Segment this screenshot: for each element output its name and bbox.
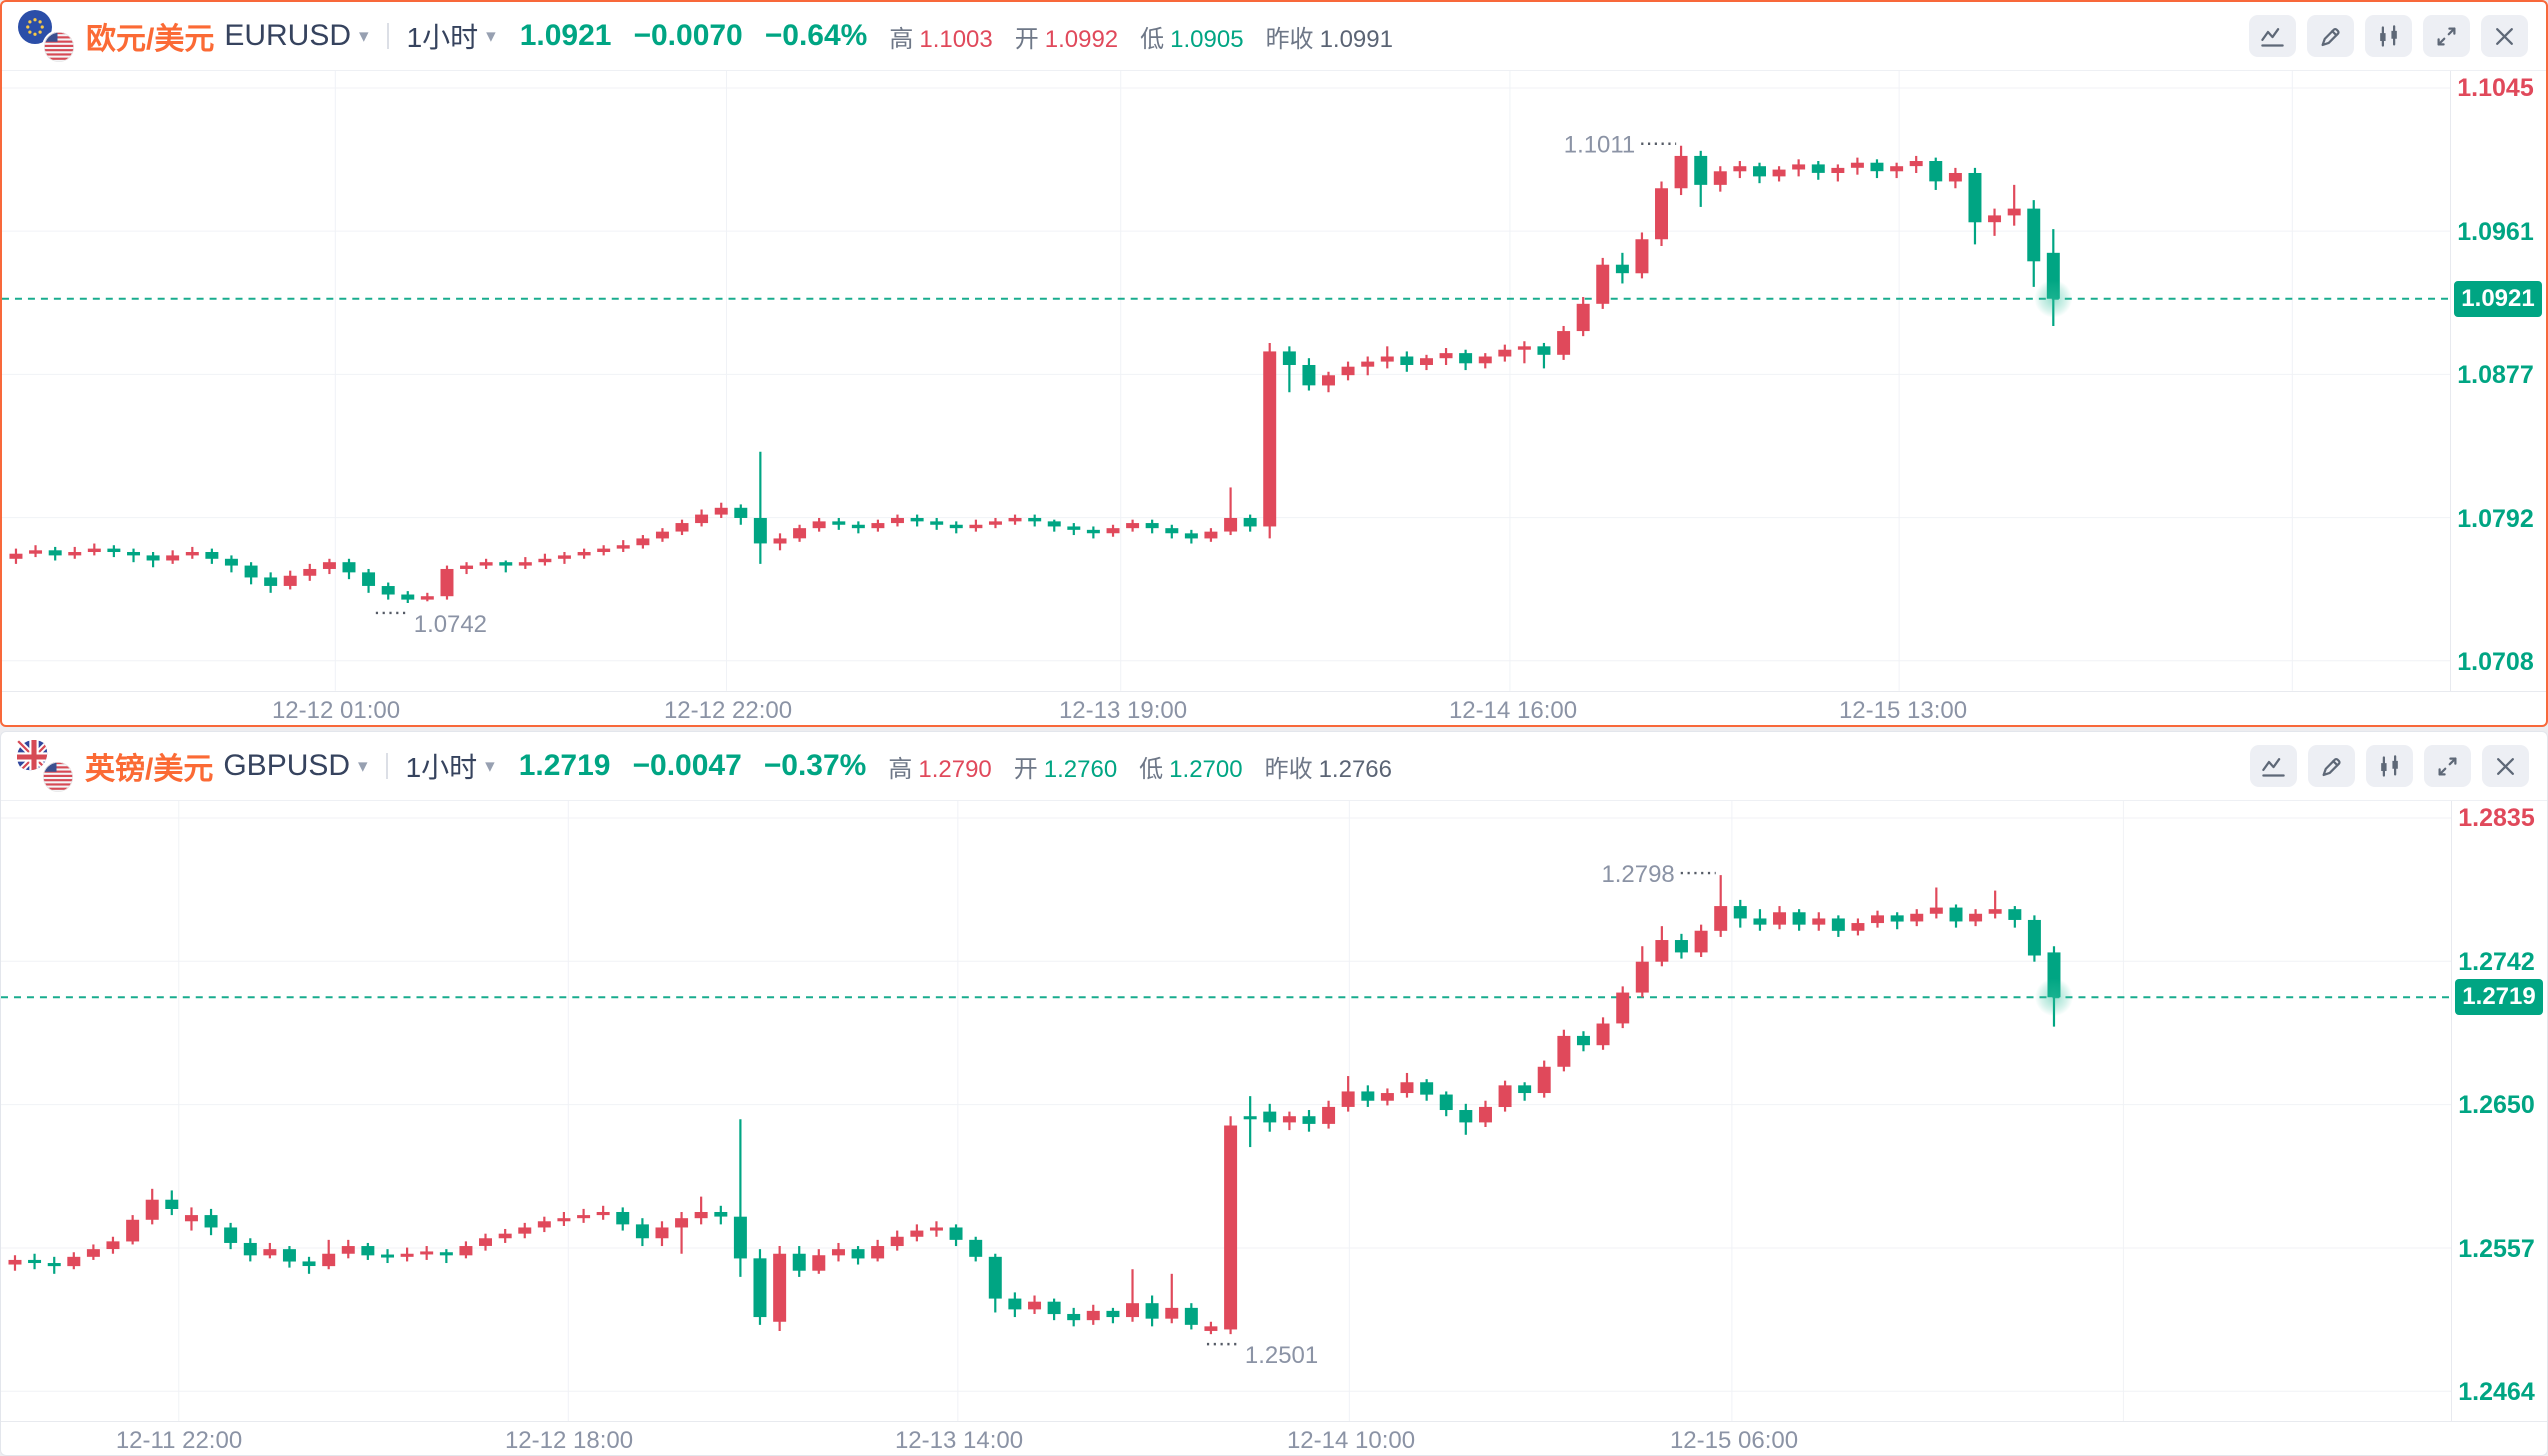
price-axis-label: 1.0877 bbox=[2457, 361, 2534, 389]
price-change: −0.0070 bbox=[633, 19, 743, 52]
candlestick-style-button[interactable] bbox=[2365, 15, 2412, 57]
time-axis-label: 12-11 22:00 bbox=[115, 1427, 243, 1455]
price-change: −0.0047 bbox=[632, 749, 742, 782]
time-axis-label: 12-14 16:00 bbox=[1448, 696, 1578, 724]
time-axis-label: 12-14 10:00 bbox=[1286, 1427, 1416, 1455]
last-price: 1.0921 bbox=[519, 19, 612, 52]
stat-open: 开 1.2760 bbox=[1013, 755, 1118, 783]
time-axis-label: 12-12 22:00 bbox=[663, 696, 793, 724]
instrument-name-cn: 英镑/美元 bbox=[85, 753, 214, 786]
stat-low: 低 1.0905 bbox=[1140, 25, 1244, 53]
header-divider bbox=[386, 23, 389, 49]
chevron-down-icon: ▾ bbox=[358, 755, 368, 777]
time-axis[interactable]: 12-12 01:00 12-12 22:00 12-13 19:00 12-14 1… bbox=[2, 690, 2546, 726]
time-axis-label: 12-13 14:00 bbox=[894, 1427, 1024, 1455]
price-axis-label: 1.0961 bbox=[2457, 217, 2534, 246]
panel-header: 英镑/美元 GBPUSD ▾ 1小时 ▾ 1.2719 −0.0047 −0.3… bbox=[1, 732, 2547, 800]
indicator-button[interactable] bbox=[2250, 745, 2297, 787]
instrument-name-cn: 欧元/美元 bbox=[86, 23, 215, 56]
chevron-down-icon: ▾ bbox=[486, 25, 496, 47]
chevron-down-icon: ▾ bbox=[485, 755, 495, 777]
instrument-flags-icon bbox=[18, 9, 76, 63]
stat-prev-close: 昨收 1.0991 bbox=[1265, 25, 1393, 53]
time-axis-label: 12-12 01:00 bbox=[271, 696, 401, 724]
timeframe-selector[interactable]: 1小时 bbox=[405, 752, 478, 783]
price-axis-label: 1.2742 bbox=[2458, 947, 2535, 976]
stat-prev-close: 昨收 1.2766 bbox=[1264, 755, 1392, 783]
svg-text:1.2798: 1.2798 bbox=[1601, 861, 1674, 888]
candlestick-style-button[interactable] bbox=[2366, 745, 2413, 787]
current-price-badge: 1.0921 bbox=[2454, 281, 2542, 317]
chart-panel-gbpusd: 英镑/美元 GBPUSD ▾ 1小时 ▾ 1.2719 −0.0047 −0.3… bbox=[0, 731, 2548, 1456]
price-change-pct: −0.37% bbox=[763, 749, 867, 782]
current-price-badge: 1.2719 bbox=[2455, 979, 2543, 1015]
candlestick-plot[interactable]: 1.1011 1.0742 bbox=[2, 71, 2450, 691]
panel-toolbar bbox=[2249, 15, 2528, 57]
time-axis-label: 12-15 06:00 bbox=[1669, 1427, 1799, 1455]
fullscreen-button[interactable] bbox=[2424, 745, 2471, 787]
stat-low: 低 1.2700 bbox=[1139, 755, 1243, 783]
us-flag-icon bbox=[43, 762, 73, 792]
close-button[interactable] bbox=[2482, 745, 2529, 787]
svg-text:1.2501: 1.2501 bbox=[1245, 1342, 1318, 1369]
stat-open: 开 1.0992 bbox=[1014, 25, 1119, 53]
price-axis-label: 1.2835 bbox=[2458, 804, 2535, 832]
svg-text:1.1011: 1.1011 bbox=[1564, 132, 1635, 159]
candlestick-plot[interactable]: 1.2798 1.2501 bbox=[1, 801, 2451, 1422]
price-axis-label: 1.1045 bbox=[2457, 74, 2534, 102]
time-axis-label: 12-12 18:00 bbox=[504, 1427, 634, 1455]
price-axis-label: 1.2650 bbox=[2458, 1091, 2535, 1119]
time-axis-label: 12-13 19:00 bbox=[1058, 696, 1188, 724]
gb-flag-icon bbox=[17, 740, 51, 774]
header-divider bbox=[385, 753, 388, 779]
indicator-button[interactable] bbox=[2249, 15, 2296, 57]
panel-header: 欧元/美元 EURUSD ▾ 1小时 ▾ 1.0921 −0.0070 −0.6… bbox=[2, 2, 2546, 70]
time-axis[interactable]: 12-11 22:00 12-12 18:00 12-13 14:00 12-14 1… bbox=[1, 1421, 2547, 1456]
price-axis-label: 1.2464 bbox=[2458, 1378, 2535, 1406]
fullscreen-button[interactable] bbox=[2423, 15, 2470, 57]
close-button[interactable] bbox=[2481, 15, 2528, 57]
symbol-selector[interactable]: GBPUSD bbox=[223, 749, 351, 782]
svg-text:1.0742: 1.0742 bbox=[414, 611, 487, 638]
symbol-selector[interactable]: EURUSD bbox=[224, 19, 352, 52]
last-price: 1.2719 bbox=[518, 749, 611, 782]
price-axis-label: 1.0792 bbox=[2457, 504, 2534, 533]
timeframe-selector[interactable]: 1小时 bbox=[406, 22, 479, 53]
stat-high: 高 1.1003 bbox=[889, 25, 993, 53]
price-axis-label: 1.2557 bbox=[2458, 1234, 2535, 1263]
instrument-flags-icon bbox=[17, 739, 75, 793]
us-flag-icon bbox=[44, 32, 74, 62]
chevron-down-icon: ▾ bbox=[359, 25, 369, 47]
price-axis[interactable]: 1.2835 1.2742 1.2650 1.2557 1.2464 1.2719 bbox=[2451, 801, 2547, 1422]
draw-button[interactable] bbox=[2307, 15, 2354, 57]
price-change-pct: −0.64% bbox=[764, 19, 868, 52]
eu-flag-icon bbox=[18, 10, 52, 44]
price-axis-label: 1.0708 bbox=[2457, 648, 2534, 676]
chart-panel-eurusd: 欧元/美元 EURUSD ▾ 1小时 ▾ 1.0921 −0.0070 −0.6… bbox=[0, 0, 2548, 727]
draw-button[interactable] bbox=[2308, 745, 2355, 787]
price-axis[interactable]: 1.1045 1.0961 1.0877 1.0792 1.0708 1.0921 bbox=[2450, 71, 2546, 691]
stat-high: 高 1.2790 bbox=[888, 755, 992, 783]
time-axis-label: 12-15 13:00 bbox=[1838, 696, 1968, 724]
panel-toolbar bbox=[2250, 745, 2529, 787]
